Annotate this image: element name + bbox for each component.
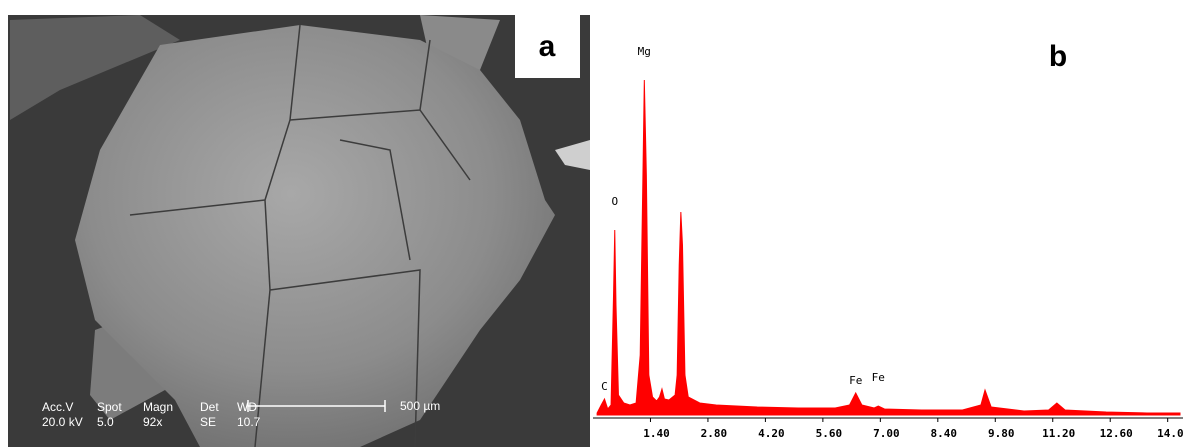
info-value: SE: [200, 415, 216, 429]
spectrum-area: [596, 79, 1181, 416]
x-tick-label: 8.40: [931, 427, 958, 440]
x-tick-label: 2.80: [701, 427, 728, 440]
x-tick-label: 11.20: [1042, 427, 1075, 440]
x-tick-label: 9.80: [988, 427, 1015, 440]
debris: [555, 140, 590, 170]
peak-label: Fe: [849, 374, 862, 387]
info-value: 92x: [143, 415, 162, 429]
panel-label: b: [1049, 40, 1067, 73]
info-header: Spot: [97, 400, 122, 414]
peak-label: Fe: [872, 371, 885, 384]
info-value: 20.0 kV: [42, 415, 83, 429]
x-tick-label: 12.60: [1100, 427, 1133, 440]
peak-label: Mg: [638, 45, 651, 58]
info-header: Det: [200, 400, 219, 414]
info-value: 5.0: [97, 415, 114, 429]
x-tick-label: 5.60: [816, 427, 843, 440]
info-header: Magn: [143, 400, 173, 414]
info-header: Acc.V: [42, 400, 73, 414]
x-tick-label: 1.40: [643, 427, 670, 440]
x-tick-label: 7.00: [873, 427, 900, 440]
debris: [10, 15, 180, 120]
panel-label-box: [515, 15, 580, 78]
panel-label: a: [539, 30, 556, 63]
scale-bar-label: 500 µm: [400, 399, 440, 413]
peak-label: O: [611, 195, 618, 208]
crack: [129, 24, 471, 447]
info-header: WD: [237, 400, 257, 414]
x-tick-label: 4.20: [758, 427, 785, 440]
sem-image: a 500 µm: [8, 15, 590, 447]
peak-label: C: [601, 380, 608, 393]
x-tick-label: 14.00: [1157, 427, 1183, 440]
info-value: 10.7: [237, 415, 261, 429]
